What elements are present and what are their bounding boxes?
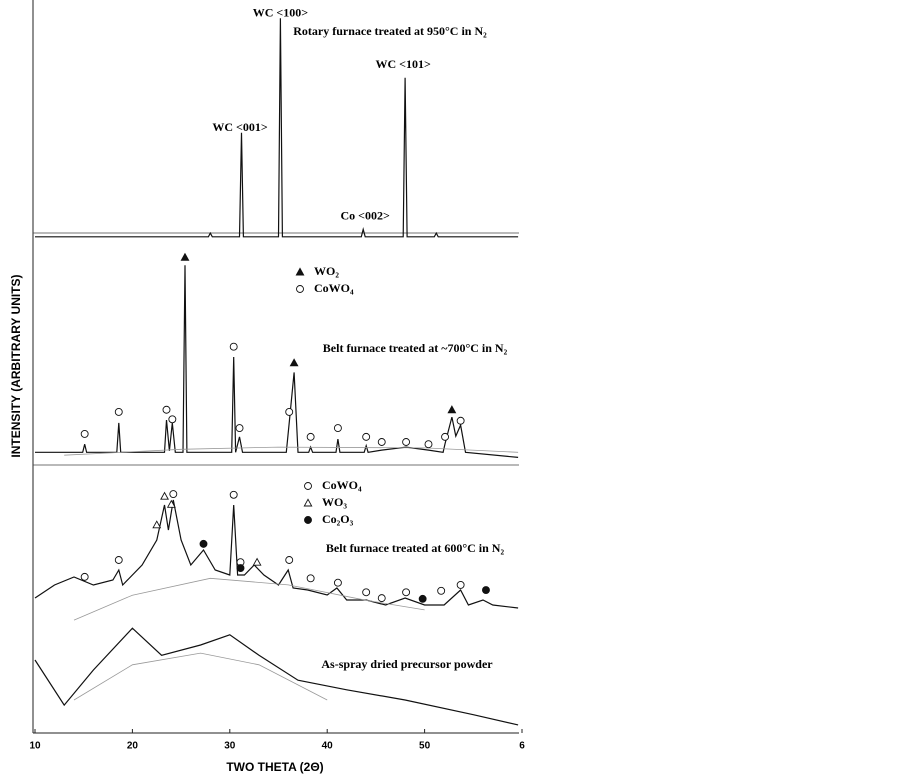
peak-marker (306, 432, 315, 441)
peak-marker (152, 520, 162, 529)
background-curve (64, 446, 519, 456)
legend-symbol (304, 482, 312, 490)
peak-marker (402, 588, 411, 597)
peak-marker (252, 557, 262, 566)
peak-label: Co <002> (341, 209, 391, 223)
legend-symbol (295, 267, 305, 276)
peak-marker (482, 586, 490, 595)
x-tick-label: 30 (224, 741, 236, 752)
xrd-trace (34, 499, 519, 609)
legend-label: WO₃ (322, 495, 347, 509)
peak-marker (456, 416, 465, 425)
peak-marker (418, 594, 427, 603)
background-curve (73, 577, 425, 621)
peak-marker (377, 438, 386, 446)
peak-marker (114, 556, 123, 564)
legend-symbol (303, 498, 313, 507)
peak-marker (285, 556, 294, 564)
background-curve (73, 652, 328, 701)
peak-marker (162, 405, 171, 414)
xrd-trace (34, 627, 519, 726)
legend-label: WO₂ (314, 264, 339, 278)
peak-marker (235, 424, 244, 433)
x-tick-label: 10 (29, 741, 41, 752)
peak-marker (362, 432, 371, 441)
peak-marker (377, 594, 386, 603)
peak-marker (160, 491, 169, 500)
peak-marker (289, 358, 299, 367)
peak-marker (333, 578, 342, 587)
xrd-trace (35, 18, 519, 238)
peak-marker (229, 342, 238, 351)
legend-label: Co₂O₃ (322, 512, 354, 526)
peak-marker (229, 490, 238, 499)
peak-marker (362, 588, 371, 597)
peak-marker (285, 407, 294, 416)
x-tick-label: 20 (127, 741, 139, 752)
y-axis-label: INTENSITY (ARBITRARY UNITS) (9, 274, 23, 457)
peak-marker (166, 499, 176, 508)
peak-marker (169, 490, 178, 498)
peak-marker (333, 424, 342, 433)
legend-label: CoWO₄ (314, 281, 354, 295)
legend-symbol (304, 516, 312, 524)
legend-symbol (296, 285, 304, 293)
peak-marker (402, 438, 411, 446)
peak-marker (180, 252, 190, 261)
series-label: Rotary furnace treated at 950°C in N₂ (293, 24, 487, 38)
xrd-trace (35, 265, 519, 458)
peak-marker (456, 580, 465, 589)
series-label: Belt furnace treated at ~700°C in N₂ (323, 341, 508, 355)
peak-marker (199, 539, 208, 548)
series-label: As-spray dried precursor powder (321, 657, 493, 671)
series-label: Belt furnace treated at 600°C in N₂ (326, 541, 505, 555)
peak-marker (236, 564, 245, 573)
peak-label: WC <100> (253, 6, 309, 20)
peak-label: WC <101> (376, 57, 432, 71)
peak-marker (306, 574, 315, 583)
peak-marker (447, 405, 457, 414)
peak-label: WC <001> (212, 120, 268, 134)
x-tick-label: 6 (519, 741, 525, 752)
peak-marker (114, 407, 123, 416)
peak-marker (437, 586, 446, 595)
peak-marker (441, 432, 450, 441)
peak-marker (424, 440, 433, 449)
peak-marker (80, 572, 89, 581)
x-axis-label: TWO THETA (2Θ) (226, 760, 323, 774)
x-tick-label: 40 (322, 741, 334, 752)
x-tick-label: 50 (419, 741, 431, 752)
legend-label: CoWO₄ (322, 478, 362, 492)
peak-marker (80, 429, 89, 438)
peak-marker (168, 415, 177, 424)
